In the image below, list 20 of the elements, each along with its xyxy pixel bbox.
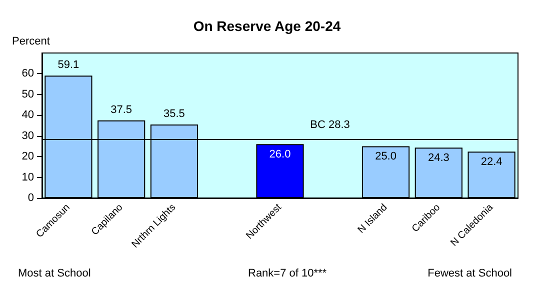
data-label: 26.0 <box>269 148 291 161</box>
y-tick-label: 40 <box>22 109 34 122</box>
y-axis-title: Percent <box>12 36 50 48</box>
y-tick-label: 60 <box>22 68 34 80</box>
y-tick-label: 30 <box>22 130 34 142</box>
text: Most at School <box>18 268 91 280</box>
ref-line-label: BC 28.3 <box>310 118 350 131</box>
data-label: 25.0 <box>375 150 396 163</box>
text: Rank=7 of 10*** <box>248 268 328 280</box>
text: Fewest at School <box>428 268 512 280</box>
data-label: 37.5 <box>110 104 132 116</box>
chart-title: On Reserve Age 20-24 <box>193 18 341 34</box>
y-tick-label: 50 <box>22 88 34 100</box>
data-label: 59.1 <box>58 59 80 72</box>
data-label: 35.5 <box>164 108 185 120</box>
data-label: 24.3 <box>428 152 450 164</box>
data-label: 22.4 <box>480 156 502 168</box>
y-tick-label: 20 <box>22 150 34 163</box>
y-tick-label: 0 <box>28 192 34 204</box>
y-tick-label: 10 <box>22 171 34 184</box>
